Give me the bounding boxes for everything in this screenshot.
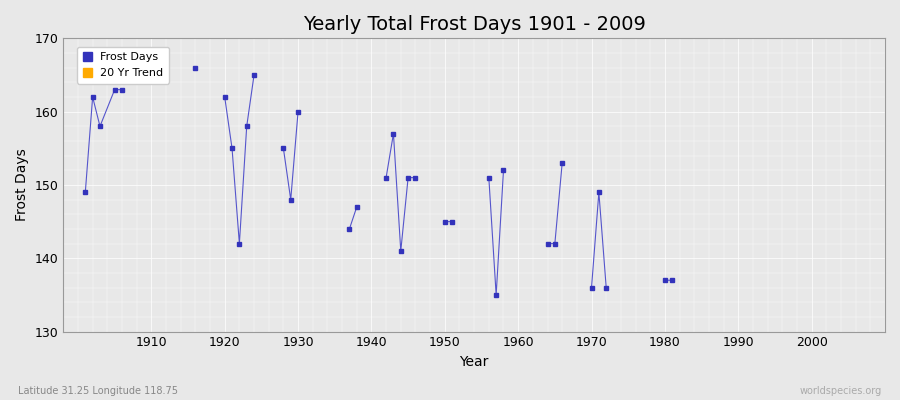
Y-axis label: Frost Days: Frost Days: [15, 148, 29, 221]
Title: Yearly Total Frost Days 1901 - 2009: Yearly Total Frost Days 1901 - 2009: [302, 15, 645, 34]
Legend: Frost Days, 20 Yr Trend: Frost Days, 20 Yr Trend: [77, 47, 169, 84]
Text: Latitude 31.25 Longitude 118.75: Latitude 31.25 Longitude 118.75: [18, 386, 178, 396]
Text: worldspecies.org: worldspecies.org: [800, 386, 882, 396]
X-axis label: Year: Year: [460, 355, 489, 369]
